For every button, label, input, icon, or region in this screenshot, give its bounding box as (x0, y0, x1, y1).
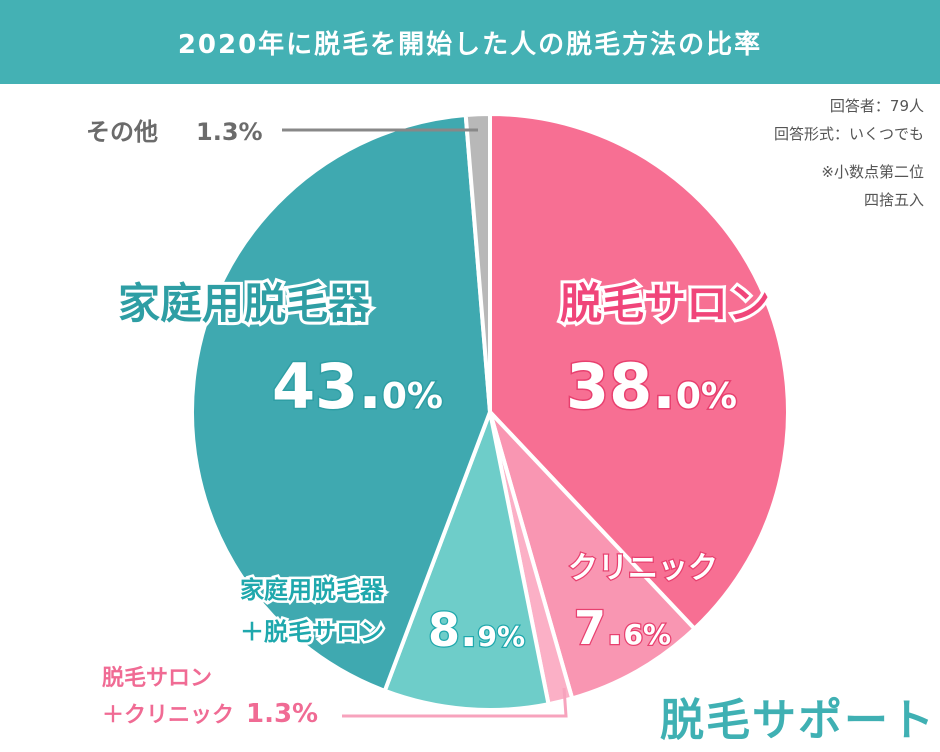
survey-notes: 回答者：79人 回答形式：いくつでも ※小数点第二位 四捨五入 (774, 92, 924, 214)
label-home-name: 家庭用脱毛器 (118, 279, 371, 328)
rounding-note-2: 四捨五入 (863, 191, 924, 209)
brand-logo: 脱毛サポート (660, 695, 936, 746)
label-other-name: その他 (86, 118, 158, 146)
slice-home (190, 112, 492, 693)
chart-title: 2020年に脱毛を開始した人の脱毛方法の比率 (0, 0, 940, 84)
label-home-salon-pct: 8.9% (428, 603, 525, 657)
label-home-pct: 43.0% (272, 350, 443, 423)
slice-home-salon (382, 410, 551, 712)
label-other-pct: 1.3% (196, 118, 263, 146)
label-salon-clinic-line2: ＋クリニック (102, 703, 234, 728)
label-salon-pct: 38.0% (566, 350, 737, 423)
label-salon-name: 脱毛サロン (560, 279, 770, 328)
rounding-note-1: ※小数点第二位 (821, 163, 924, 181)
respondents-note: 回答者：79人 (829, 97, 924, 115)
leader-line-salon-clinic (342, 687, 568, 718)
pie-slices (190, 112, 790, 712)
slice-other (463, 112, 492, 414)
format-note: 回答形式：いくつでも (773, 125, 924, 143)
slice-clinic (488, 410, 697, 701)
label-clinic-name: クリニック (568, 551, 718, 586)
label-salon-clinic-pct: 1.3% (246, 699, 318, 729)
label-home-salon-line2: ＋脱毛サロン (240, 618, 384, 646)
slice-salon (488, 112, 790, 631)
label-clinic-pct: 7.6% (574, 601, 671, 655)
label-salon-clinic-line1: 脱毛サロン (102, 666, 212, 691)
label-home-salon-line1: 家庭用脱毛器 (240, 576, 385, 604)
